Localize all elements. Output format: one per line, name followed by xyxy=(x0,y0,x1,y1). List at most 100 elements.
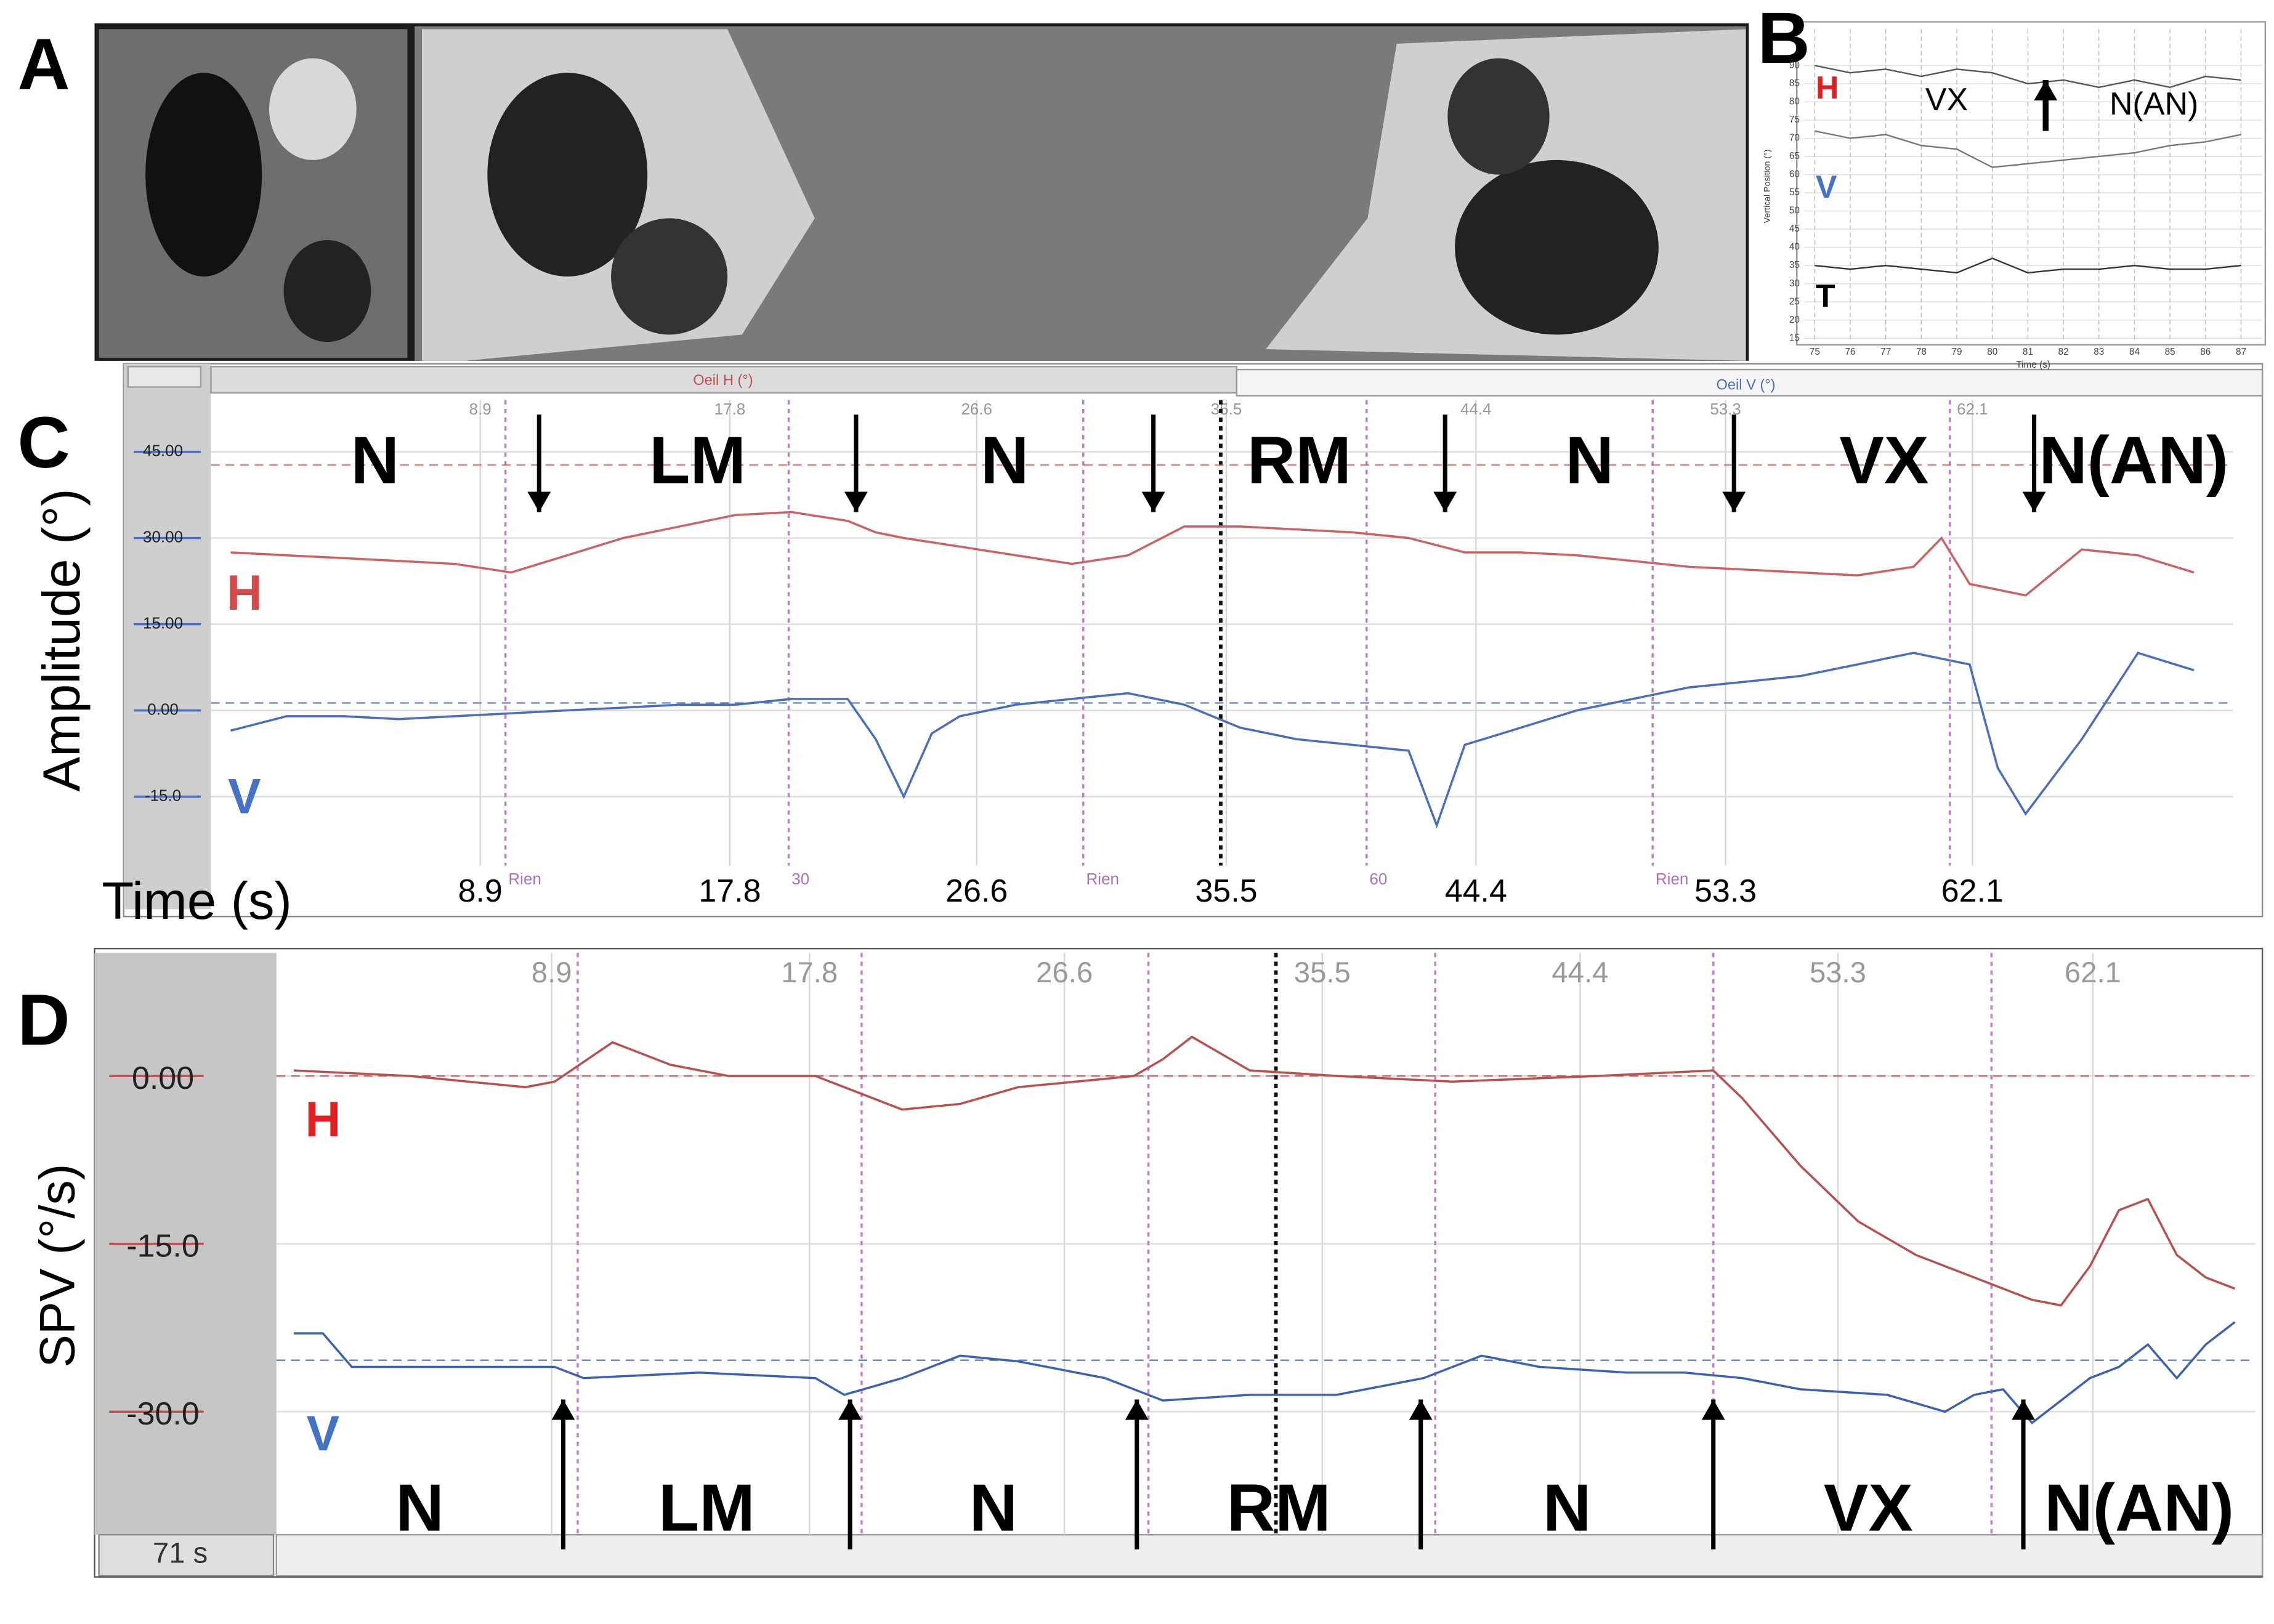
side-toolbar xyxy=(123,363,211,910)
trace xyxy=(1815,130,2241,168)
header-bar xyxy=(210,366,1237,394)
segment-label: N xyxy=(395,1471,443,1545)
scrollbar xyxy=(275,1533,2264,1577)
x-tick-label: 44.4 xyxy=(1552,956,1608,989)
y-tick-label: 65 xyxy=(1789,151,1800,161)
transition-arrow-head xyxy=(2012,1399,2035,1420)
transition-arrow-head xyxy=(844,491,868,512)
trace xyxy=(230,652,2195,829)
y-tick-label: 40 xyxy=(1789,242,1800,252)
trace xyxy=(293,1035,2236,1307)
x-tick-label: 35.5 xyxy=(1294,956,1351,989)
y-axis-label: Amplitude (°) xyxy=(33,488,91,791)
event-label: Rien xyxy=(508,870,541,888)
x-tick-label: 79 xyxy=(1952,347,1962,357)
x-tick-label: 78 xyxy=(1916,347,1927,357)
x-tick-label: 35.5 xyxy=(1195,873,1257,909)
trace xyxy=(293,1321,2236,1424)
series-label: H xyxy=(227,565,262,621)
series-label: V xyxy=(307,1406,340,1461)
x-tick-label: 76 xyxy=(1845,347,1855,357)
x-tick-label: 17.8 xyxy=(781,956,838,989)
x-tick-label: 83 xyxy=(2094,347,2104,357)
series-label: V xyxy=(228,769,261,824)
x-tick-label: 8.9 xyxy=(469,400,492,418)
transition-arrow-head xyxy=(838,1399,862,1420)
y-tick-label: -15.0 xyxy=(145,786,181,804)
x-tick-label: 17.8 xyxy=(698,873,761,909)
y-tick-label: 45.00 xyxy=(143,442,183,460)
x-tick-label: 26.6 xyxy=(1036,956,1093,989)
trace xyxy=(1815,257,2241,274)
y-tick-label: 85 xyxy=(1789,78,1800,89)
x-axis-label: Time (s) xyxy=(102,872,292,931)
x-tick-label: 53.3 xyxy=(1810,956,1866,989)
x-tick-label: 62.1 xyxy=(1941,873,2004,909)
segment-label: N xyxy=(981,424,1029,498)
series-label: T xyxy=(1816,278,1835,314)
segment-label: VX xyxy=(1824,1471,1913,1545)
transition-arrow-head xyxy=(2022,491,2046,512)
y-tick-label: 0.00 xyxy=(147,700,179,718)
series-label: H xyxy=(305,1092,341,1147)
y-tick-label: 50 xyxy=(1789,206,1800,216)
transition-arrow-head xyxy=(2034,79,2058,101)
event-label: 60 xyxy=(1369,870,1387,888)
x-tick-label: 44.4 xyxy=(1445,873,1507,909)
segment-label: N xyxy=(969,1471,1018,1545)
footer-label: 71 s xyxy=(153,1537,208,1570)
x-tick-label: 8.9 xyxy=(458,873,503,909)
x-tick-label: 62.1 xyxy=(2065,956,2121,989)
panel-label: A xyxy=(17,24,70,105)
y-tick-label: 45 xyxy=(1789,224,1800,234)
transition-arrow-head xyxy=(527,491,551,512)
header-bar xyxy=(1236,368,2264,397)
transition-arrow-head xyxy=(1141,491,1165,512)
event-label: Rien xyxy=(1656,870,1688,888)
y-tick-label: 35 xyxy=(1789,260,1800,270)
x-tick-label: 87 xyxy=(2236,347,2246,357)
y-tick-label: 25 xyxy=(1789,296,1800,307)
transition-arrow-head xyxy=(1433,491,1457,512)
x-tick-label: 26.6 xyxy=(945,873,1008,909)
x-tick-label: 84 xyxy=(2129,347,2140,357)
footer-box xyxy=(98,1533,275,1577)
segment-label: LM xyxy=(658,1471,755,1545)
segment-label: N xyxy=(1566,424,1614,498)
x-tick-label: 35.5 xyxy=(1211,400,1242,418)
y-tick-label: 75 xyxy=(1789,115,1800,125)
trace xyxy=(230,511,2195,597)
ct-images xyxy=(94,23,1749,361)
y-axis-label: SPV (°/s) xyxy=(30,1164,85,1368)
y-tick-label: 15 xyxy=(1789,333,1800,343)
segment-label: N(AN) xyxy=(2044,1471,2234,1545)
channel-label: Oeil V (°) xyxy=(1717,377,1776,393)
transition-arrow-head xyxy=(1722,491,1746,512)
x-tick-label: 62.1 xyxy=(1957,400,1988,418)
transition-arrow-head xyxy=(1701,1399,1725,1420)
transition-arrow-head xyxy=(551,1399,575,1420)
event-label: Rien xyxy=(1086,870,1119,888)
x-axis-label: Time (s) xyxy=(2016,360,2050,370)
trace xyxy=(1815,65,2241,89)
y-tick-label: 60 xyxy=(1789,169,1800,180)
y-tick-label: 70 xyxy=(1789,133,1800,143)
x-tick-label: 81 xyxy=(2023,347,2033,357)
scroll-buttons xyxy=(127,366,202,388)
x-tick-label: 86 xyxy=(2200,347,2211,357)
segment-label: N xyxy=(351,424,399,498)
x-tick-label: 85 xyxy=(2165,347,2175,357)
y-axis-label: Vertical Position (°) xyxy=(1763,150,1773,224)
segment-label: RM xyxy=(1247,424,1351,498)
panel-d-frame xyxy=(94,948,2264,1578)
transition-arrow-head xyxy=(1125,1399,1149,1420)
segment-label: N xyxy=(1543,1471,1591,1545)
y-tick-label: -30.0 xyxy=(126,1396,199,1432)
y-tick-label: 30.00 xyxy=(143,527,183,546)
x-tick-label: 44.4 xyxy=(1460,400,1492,418)
x-tick-label: 80 xyxy=(1987,347,1997,357)
segment-label: VX xyxy=(1839,424,1928,498)
channel-label: Oeil H (°) xyxy=(693,373,753,389)
x-tick-label: 53.3 xyxy=(1694,873,1757,909)
